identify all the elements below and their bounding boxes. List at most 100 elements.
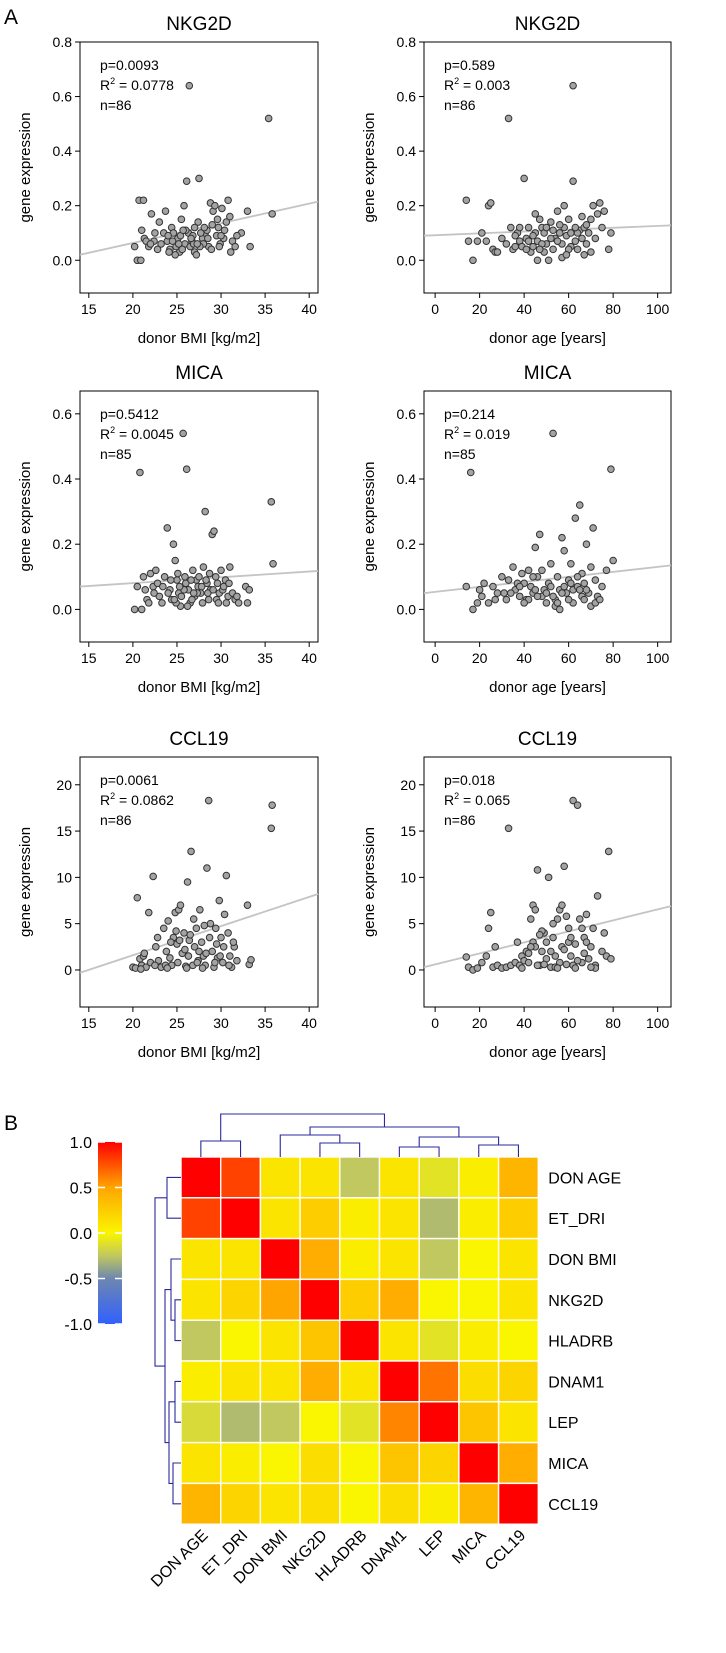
data-point xyxy=(584,229,593,237)
data-point xyxy=(464,237,473,245)
heatmap-cell xyxy=(458,1156,500,1199)
data-point xyxy=(133,582,142,591)
data-point xyxy=(589,201,597,210)
x-tick-label: 20 xyxy=(472,650,488,666)
heatmap-cell xyxy=(299,1156,341,1199)
data-point xyxy=(598,223,606,232)
colorbar-tick-label: -1.0 xyxy=(64,1317,92,1334)
heatmap-cell xyxy=(259,1441,301,1485)
x-tick-label: 30 xyxy=(213,650,229,666)
data-point xyxy=(218,204,226,213)
data-point xyxy=(609,556,617,565)
data-point xyxy=(531,543,540,552)
heatmap-cell xyxy=(219,1401,262,1444)
data-point xyxy=(502,595,511,604)
data-point xyxy=(575,586,584,594)
data-point xyxy=(582,540,591,549)
data-point xyxy=(136,468,144,477)
data-point xyxy=(555,220,564,229)
data-point xyxy=(146,569,155,578)
data-point xyxy=(220,910,229,919)
heatmap-cell xyxy=(497,1156,540,1199)
data-point xyxy=(219,958,227,967)
plot-frame xyxy=(79,41,319,294)
data-point xyxy=(172,927,180,935)
data-point xyxy=(524,223,533,232)
data-point xyxy=(469,256,477,265)
data-point xyxy=(542,223,551,232)
data-point xyxy=(578,234,586,243)
data-point xyxy=(524,949,533,958)
data-point xyxy=(215,242,224,251)
data-point xyxy=(208,220,217,229)
x-tick-label: 100 xyxy=(646,650,670,666)
data-point xyxy=(575,501,584,509)
y-tick-label: 0.6 xyxy=(53,89,73,105)
data-point xyxy=(498,234,506,243)
data-point xyxy=(604,245,613,254)
heatmap-row-label: MICA xyxy=(548,1456,588,1473)
p-value: p=0.214 xyxy=(444,406,495,422)
data-point xyxy=(130,242,139,251)
heatmap-cell xyxy=(219,1319,262,1362)
heatmap-cell xyxy=(219,1482,262,1525)
data-point xyxy=(231,242,239,251)
data-point xyxy=(181,945,189,954)
data-point xyxy=(226,952,234,960)
x-tick-label: 100 xyxy=(646,301,670,317)
data-point xyxy=(573,801,582,809)
data-point xyxy=(480,579,488,588)
data-point xyxy=(553,964,562,972)
heatmap-row-label: HLADRB xyxy=(548,1334,613,1351)
heatmap-row-label: DON BMI xyxy=(548,1252,616,1269)
y-tick-label: 0.6 xyxy=(397,89,417,105)
heatmap-cell xyxy=(180,1360,222,1403)
heatmap-cell xyxy=(378,1197,420,1240)
y-axis-label: gene expression xyxy=(361,827,378,937)
data-point xyxy=(498,573,506,581)
data-point xyxy=(152,566,160,575)
heatmap-cell xyxy=(339,1197,381,1240)
data-point xyxy=(531,210,540,218)
data-point xyxy=(491,943,500,951)
x-tick-label: 60 xyxy=(561,301,577,317)
chart-title: NKG2D xyxy=(166,14,231,35)
data-point xyxy=(157,240,165,248)
data-point xyxy=(515,223,524,232)
data-point xyxy=(153,579,162,588)
data-point xyxy=(582,938,591,946)
data-point xyxy=(133,893,142,902)
data-point xyxy=(506,223,515,232)
data-point xyxy=(182,465,191,474)
data-point xyxy=(511,231,520,240)
data-point xyxy=(535,215,544,224)
data-point xyxy=(211,924,220,933)
data-point xyxy=(515,582,524,591)
data-point xyxy=(192,251,201,259)
data-point xyxy=(553,915,562,923)
data-point xyxy=(267,498,276,506)
data-point xyxy=(567,933,575,942)
data-point xyxy=(571,223,580,232)
panel-a-label: A xyxy=(4,6,18,29)
heatmap-cell xyxy=(497,1360,540,1403)
data-point xyxy=(558,589,566,597)
heatmap-cell xyxy=(418,1237,460,1281)
data-point xyxy=(478,592,486,601)
data-point xyxy=(573,956,582,965)
data-point xyxy=(187,576,195,584)
data-point xyxy=(567,229,575,237)
data-point xyxy=(486,908,495,917)
data-point xyxy=(520,599,528,607)
heatmap-cell xyxy=(180,1319,222,1362)
heatmap-cell xyxy=(458,1278,500,1321)
y-tick-label: 0.2 xyxy=(397,198,417,214)
scatter-panel: CCL19 0 5 10 15 20 0 20 40 60 80 100 donor age [year… xyxy=(361,729,672,1061)
data-point xyxy=(504,114,513,123)
data-point xyxy=(489,582,497,591)
heatmap-row-label: NKG2D xyxy=(548,1293,603,1310)
data-point xyxy=(168,237,177,245)
data-point xyxy=(215,896,224,905)
data-point xyxy=(529,573,537,581)
data-point xyxy=(155,592,164,601)
